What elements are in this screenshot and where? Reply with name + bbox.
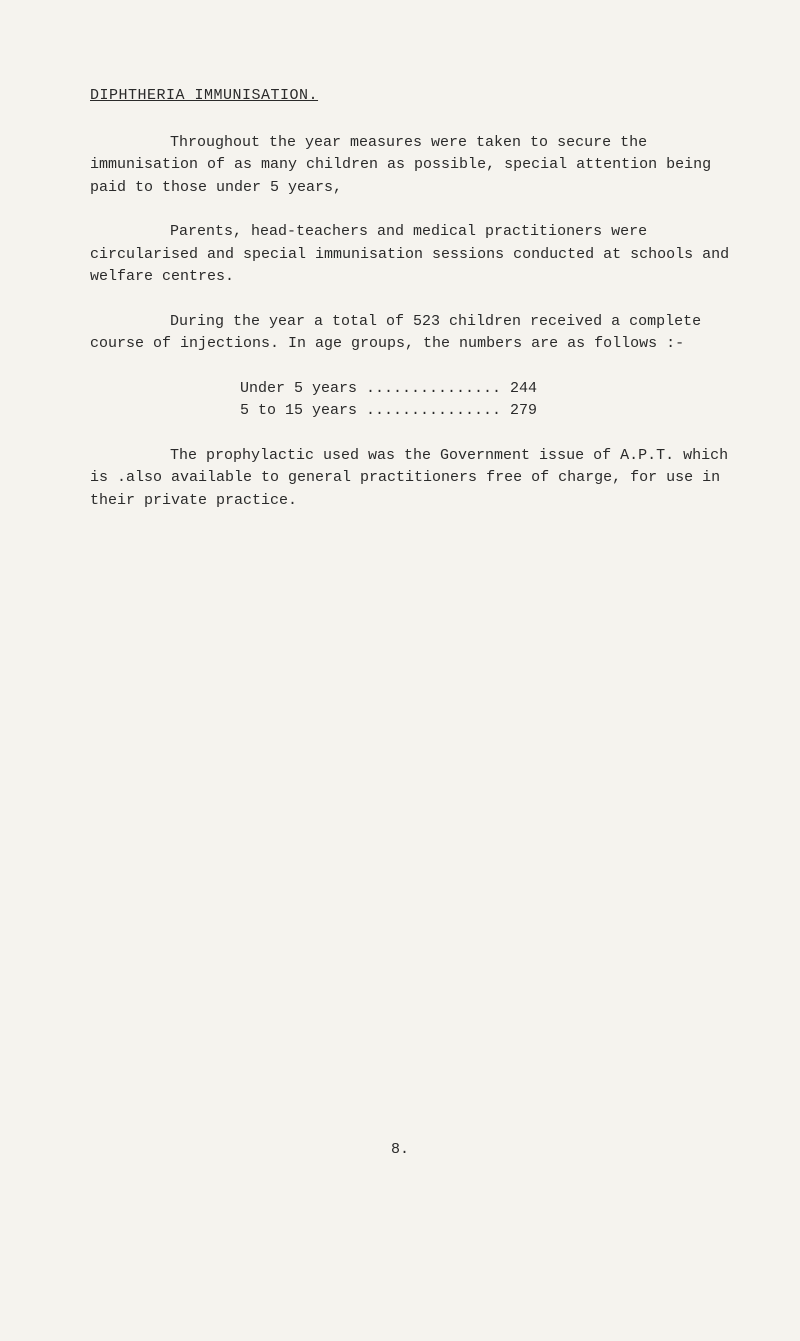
paragraph-2: Parents, head-teachers and medical pract… [90,221,740,289]
paragraph-3: During the year a total of 523 children … [90,311,740,356]
data-block: Under 5 years ............... 244 5 to 1… [240,378,740,423]
paragraph-4: The prophylactic used was the Government… [90,445,740,513]
data-line-1: Under 5 years ............... 244 [240,378,740,401]
page-number: 8. [0,1139,800,1162]
document-title: DIPHTHERIA IMMUNISATION. [90,85,740,108]
data-line-2: 5 to 15 years ............... 279 [240,400,740,423]
paragraph-1: Throughout the year measures were taken … [90,132,740,200]
